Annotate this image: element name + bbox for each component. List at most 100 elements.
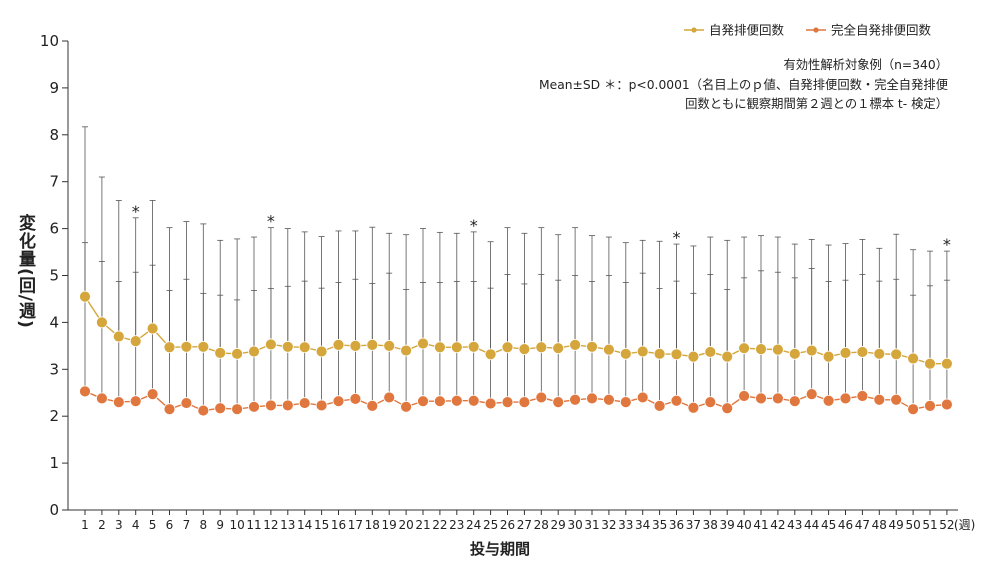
data-point [619, 347, 632, 360]
y-tick-label: 1 [49, 454, 59, 472]
x-tick-label: 42 [770, 518, 785, 532]
x-axis-label: 投与期間 [470, 540, 531, 558]
data-point [450, 341, 463, 354]
data-point [315, 399, 328, 412]
data-point [332, 339, 345, 351]
data-point [146, 388, 159, 401]
x-tick-label: 30 [567, 518, 582, 532]
x-tick-label: 4 [132, 518, 140, 532]
data-point [704, 346, 717, 358]
data-point [788, 395, 801, 408]
data-point [687, 350, 700, 363]
legend-marker [813, 27, 819, 33]
x-tick-label: 33 [618, 518, 633, 532]
data-point [788, 347, 801, 360]
x-tick-label: 35 [652, 518, 667, 532]
data-point [890, 393, 903, 406]
data-point [450, 394, 463, 407]
data-point [839, 346, 852, 359]
data-point [822, 350, 835, 363]
data-point [433, 341, 446, 354]
x-tick-label: 37 [686, 518, 701, 532]
x-tick-label: 2 [98, 518, 106, 532]
y-tick-label: 7 [49, 173, 59, 191]
data-point [231, 347, 244, 360]
significance-mark: * [132, 202, 140, 221]
x-tick-label: 7 [183, 518, 191, 532]
legend-label: 自発排便回数 [709, 23, 785, 38]
data-point [805, 388, 818, 401]
data-point [248, 345, 260, 358]
analysis-set-note: 有効性解析対象例（n=340） [783, 58, 948, 72]
data-point [383, 391, 396, 404]
data-point [586, 340, 598, 353]
data-point [484, 348, 497, 361]
x-tick-label: 22 [432, 518, 447, 532]
data-point [721, 402, 734, 415]
data-point [687, 401, 700, 414]
data-point [366, 399, 379, 412]
data-point [755, 392, 767, 405]
data-point [79, 385, 91, 398]
x-tick-label: 49 [889, 518, 904, 532]
data-point [839, 392, 852, 405]
data-point [822, 394, 835, 407]
data-point [298, 397, 311, 409]
x-tick-label: 12 [263, 518, 278, 532]
x-tick-label: 28 [534, 518, 549, 532]
data-point [941, 357, 953, 370]
x-tick-label: 10 [229, 518, 244, 532]
test-method-note: 回数ともに観察期間第２週との１標本 t- 検定） [685, 97, 948, 111]
data-point [501, 341, 514, 354]
data-point [535, 391, 548, 404]
x-tick-label: 3 [115, 518, 123, 532]
series-line-2 [84, 390, 947, 412]
y-axis-label: 変化量(回/週) [15, 214, 35, 329]
significance-mark: * [267, 212, 275, 231]
data-point [383, 339, 396, 352]
data-point [248, 400, 260, 413]
data-point [738, 342, 750, 355]
significance-marks: * * * * * [132, 202, 951, 254]
x-tick-label: 40 [736, 518, 751, 532]
data-point [636, 391, 649, 404]
legend-label: 完全自発排便回数 [831, 23, 932, 38]
x-tick-label: 41 [753, 518, 768, 532]
data-point [552, 342, 565, 355]
y-tick-label: 4 [49, 313, 59, 331]
x-tick-label: 18 [365, 518, 380, 532]
data-point [315, 345, 328, 358]
data-point [653, 347, 666, 360]
data-point [518, 343, 531, 356]
data-point [264, 338, 277, 351]
y-tick-label: 3 [49, 360, 59, 378]
data-point [653, 399, 666, 412]
x-tick-label: 23 [449, 518, 464, 532]
data-point [856, 390, 869, 402]
y-tick-label: 8 [49, 126, 59, 144]
x-tick-label: 48 [872, 518, 887, 532]
x-tick-label: 44 [804, 518, 819, 532]
x-tick-label: 43 [787, 518, 802, 532]
data-point [281, 340, 294, 353]
data-point [924, 357, 936, 370]
y-tick-label: 0 [49, 501, 59, 519]
data-point [112, 330, 125, 343]
x-tick-label: 14 [297, 518, 312, 532]
data-point [873, 393, 886, 406]
data-point [636, 345, 649, 358]
data-point [569, 393, 581, 406]
data-point [197, 404, 210, 417]
data-point [332, 395, 345, 408]
series-lines [84, 296, 947, 412]
data-point [738, 390, 750, 402]
data-point [586, 392, 598, 405]
x-tick-label: 46 [838, 518, 853, 532]
x-tick-label: 27 [517, 518, 532, 532]
data-point [941, 398, 953, 411]
data-point [163, 403, 176, 416]
data-point [231, 403, 244, 416]
data-point [197, 340, 210, 353]
data-point [79, 290, 91, 303]
